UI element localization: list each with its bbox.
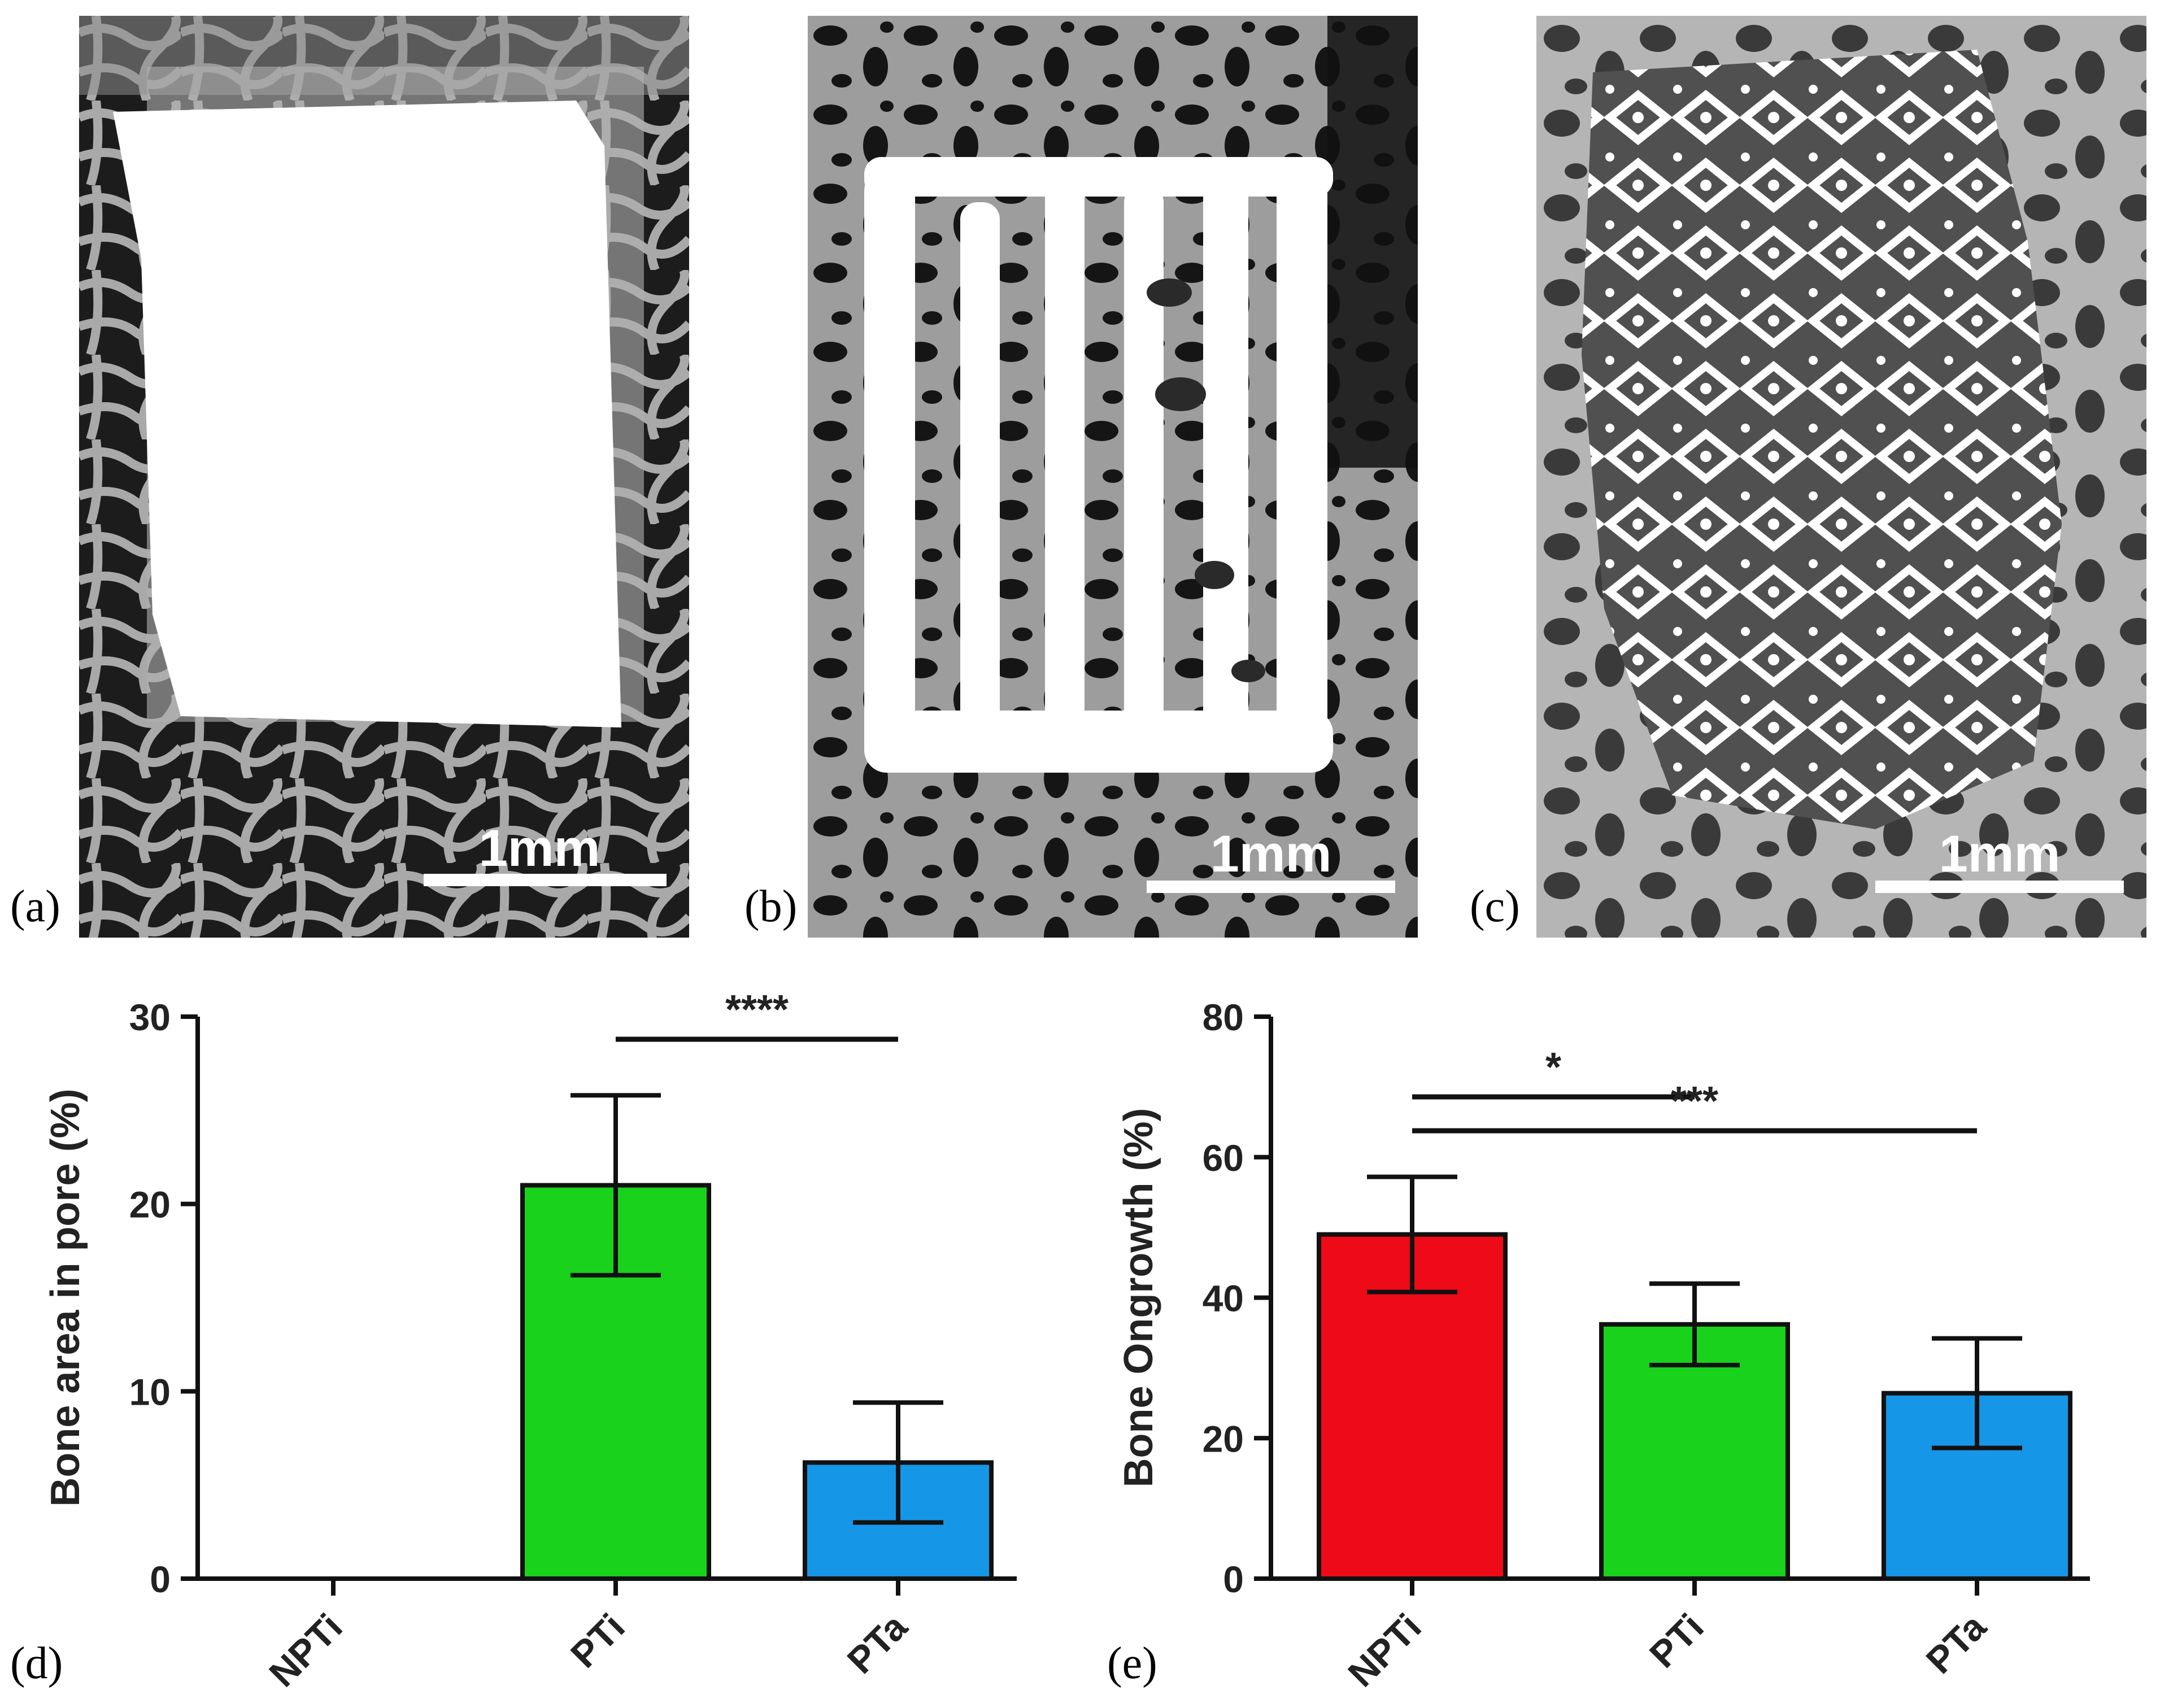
micrograph-c-image: 1mm bbox=[1536, 16, 2146, 938]
bar-chart-bone-area: Bone area in pore (%) 0 10 20 30 NPTi PTi PTa **… bbox=[43, 987, 1017, 1695]
micrograph-a: 1mm bbox=[79, 16, 689, 938]
panel-label-d: (d) bbox=[10, 1639, 63, 1688]
y-tick-label: 10 bbox=[129, 1371, 171, 1413]
scale-bar-label: 1mm bbox=[1939, 825, 2061, 883]
panel-label-e: (e) bbox=[1107, 1639, 1157, 1688]
y-tick-label: 0 bbox=[150, 1558, 171, 1600]
lattice-implant bbox=[1582, 50, 2062, 829]
y-axis-label: Bone area in pore (%) bbox=[43, 1088, 88, 1506]
panel-label-a: (a) bbox=[10, 882, 60, 931]
y-tick-label: 20 bbox=[1203, 1418, 1244, 1459]
x-tick-label: NPTi bbox=[1340, 1606, 1429, 1695]
x-tick-label: NPTi bbox=[261, 1606, 350, 1695]
y-tick-label: 0 bbox=[1223, 1558, 1244, 1600]
porous-implant bbox=[864, 157, 1333, 773]
y-tick-label: 60 bbox=[1203, 1137, 1244, 1179]
micrograph-b: 1mm bbox=[808, 16, 1418, 938]
scale-bar-label: 1mm bbox=[1210, 825, 1332, 883]
x-tick-label: PTa bbox=[839, 1605, 915, 1681]
micrograph-a-image: 1mm bbox=[79, 16, 689, 938]
x-tick-label: PTa bbox=[1918, 1605, 1994, 1681]
scale-bar-label: 1mm bbox=[479, 820, 600, 877]
x-tick-label: PTi bbox=[1641, 1606, 1712, 1676]
y-tick-label: 20 bbox=[129, 1184, 171, 1226]
y-tick-label: 30 bbox=[129, 996, 171, 1038]
micrograph-c: 1mm bbox=[1536, 16, 2146, 938]
panel-label-b: (b) bbox=[744, 882, 798, 931]
micrograph-b-image: 1mm bbox=[808, 16, 1418, 938]
y-tick-label: 80 bbox=[1203, 996, 1244, 1038]
y-axis-label: Bone Ongrowth (%) bbox=[1116, 1108, 1161, 1488]
x-tick-label: PTi bbox=[563, 1606, 633, 1676]
y-tick-label: 40 bbox=[1203, 1278, 1244, 1319]
implant-solid bbox=[113, 101, 621, 727]
panel-label-c: (c) bbox=[1470, 882, 1520, 931]
significance-label: * bbox=[1545, 1045, 1561, 1090]
significance-label: **** bbox=[725, 987, 789, 1032]
significance-label: *** bbox=[1671, 1079, 1718, 1124]
